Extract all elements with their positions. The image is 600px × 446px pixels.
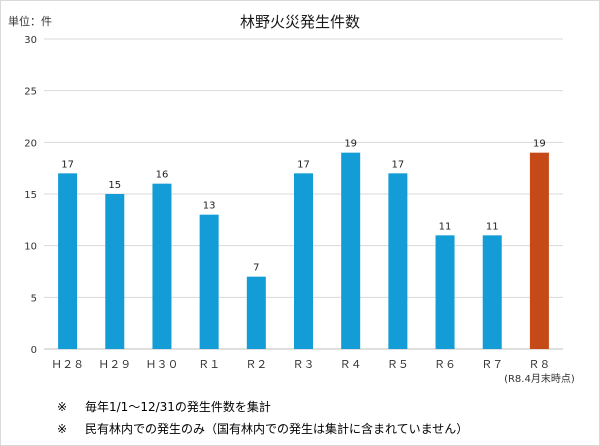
bar	[435, 235, 455, 349]
x-tick-label: Ｒ５	[387, 358, 409, 371]
note-mark: ※	[57, 400, 68, 414]
x-tick-label: Ｒ４	[340, 358, 362, 371]
data-label: 11	[439, 221, 452, 232]
bar	[199, 214, 219, 349]
data-label: 17	[391, 159, 404, 170]
bar	[246, 276, 266, 349]
data-label: 17	[297, 159, 310, 170]
data-label: 11	[486, 221, 499, 232]
bar	[294, 173, 313, 349]
bar	[388, 173, 408, 349]
y-tick-label: 5	[31, 293, 37, 304]
x-tick-label: Ｈ２９	[98, 358, 131, 371]
x-tick-label: Ｒ６	[434, 358, 456, 371]
data-label: 17	[61, 159, 74, 170]
x-tick-label: Ｒ３	[293, 358, 315, 371]
data-label: 19	[344, 139, 357, 150]
bar	[152, 183, 172, 349]
y-tick-label: 20	[24, 138, 37, 149]
y-tick-label: 0	[31, 345, 37, 356]
data-label: 19	[533, 139, 546, 150]
bar	[482, 235, 502, 349]
x-tick-label: Ｈ２８	[51, 358, 84, 371]
data-label: 16	[156, 170, 169, 181]
bar	[58, 173, 78, 349]
data-label: 13	[203, 201, 216, 212]
note-mark: ※	[57, 422, 68, 436]
chart-title: 林野火災発生件数	[240, 13, 360, 31]
bar	[105, 194, 125, 349]
y-tick-label: 30	[24, 35, 37, 46]
x-tick-label: Ｒ８	[528, 358, 550, 371]
y-tick-label: 15	[24, 190, 37, 201]
x-tick-label: Ｒ２	[245, 358, 267, 371]
bar	[341, 152, 361, 349]
y-tick-label: 25	[24, 87, 37, 98]
unit-label: 単位：件	[8, 14, 52, 28]
note-text: 毎年1/1～12/31の発生件数を集計	[85, 400, 271, 414]
data-label: 15	[108, 180, 121, 191]
y-tick-label: 10	[24, 242, 37, 253]
bar	[529, 152, 549, 349]
note-1: ※ 毎年1/1～12/31の発生件数を集計	[57, 398, 271, 415]
note-text: 民有林内での発生のみ（国有林内での発生は集計に含まれていません）	[85, 422, 469, 436]
x-tick-label: Ｒ７	[481, 358, 503, 371]
x-tick-sublabel: (R8.4月末時点)	[504, 372, 575, 385]
data-label: 7	[253, 263, 259, 274]
note-2: ※ 民有林内での発生のみ（国有林内での発生は集計に含まれていません）	[57, 420, 468, 437]
x-tick-label: Ｒ１	[198, 358, 220, 371]
x-tick-label: Ｈ３０	[145, 358, 178, 371]
